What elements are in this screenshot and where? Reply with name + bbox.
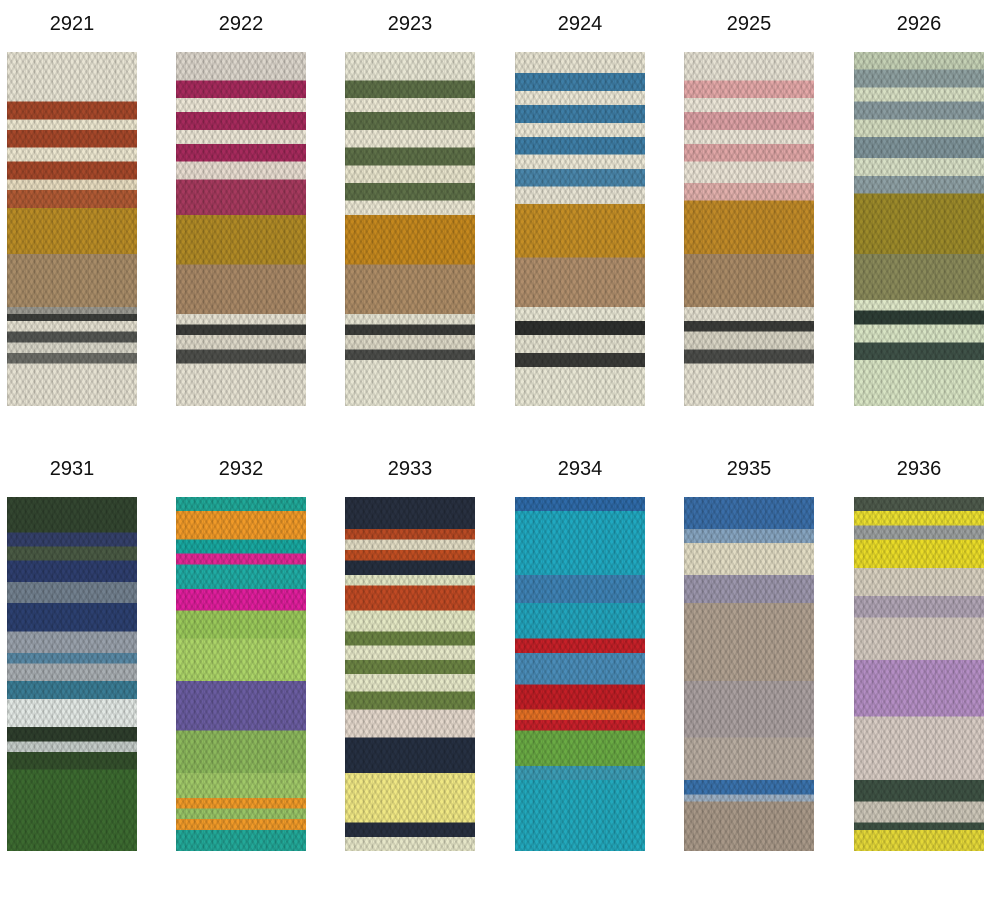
swatch-code: 2926 xyxy=(896,13,942,35)
swatch-code: 2935 xyxy=(726,458,772,480)
swatch-code: 2924 xyxy=(557,13,603,35)
yarn-swatch-image xyxy=(345,52,475,406)
yarn-swatch-image xyxy=(515,52,645,406)
swatch-code: 2936 xyxy=(896,458,942,480)
swatch-code: 2923 xyxy=(387,13,433,35)
yarn-swatch-image xyxy=(7,497,137,851)
yarn-swatch-image xyxy=(684,52,814,406)
yarn-swatch-image xyxy=(7,52,137,406)
yarn-swatch-image xyxy=(684,497,814,851)
swatch-code: 2934 xyxy=(557,458,603,480)
swatch-code: 2925 xyxy=(726,13,772,35)
swatch-code: 2931 xyxy=(49,458,95,480)
yarn-swatch-image xyxy=(515,497,645,851)
swatch-code: 2933 xyxy=(387,458,433,480)
yarn-swatch-image xyxy=(854,52,984,406)
yarn-swatch-image xyxy=(854,497,984,851)
swatch-code: 2932 xyxy=(218,458,264,480)
yarn-swatch-image xyxy=(345,497,475,851)
swatch-code: 2922 xyxy=(218,13,264,35)
yarn-swatch-image xyxy=(176,52,306,406)
yarn-swatch-image xyxy=(176,497,306,851)
swatch-code: 2921 xyxy=(49,13,95,35)
